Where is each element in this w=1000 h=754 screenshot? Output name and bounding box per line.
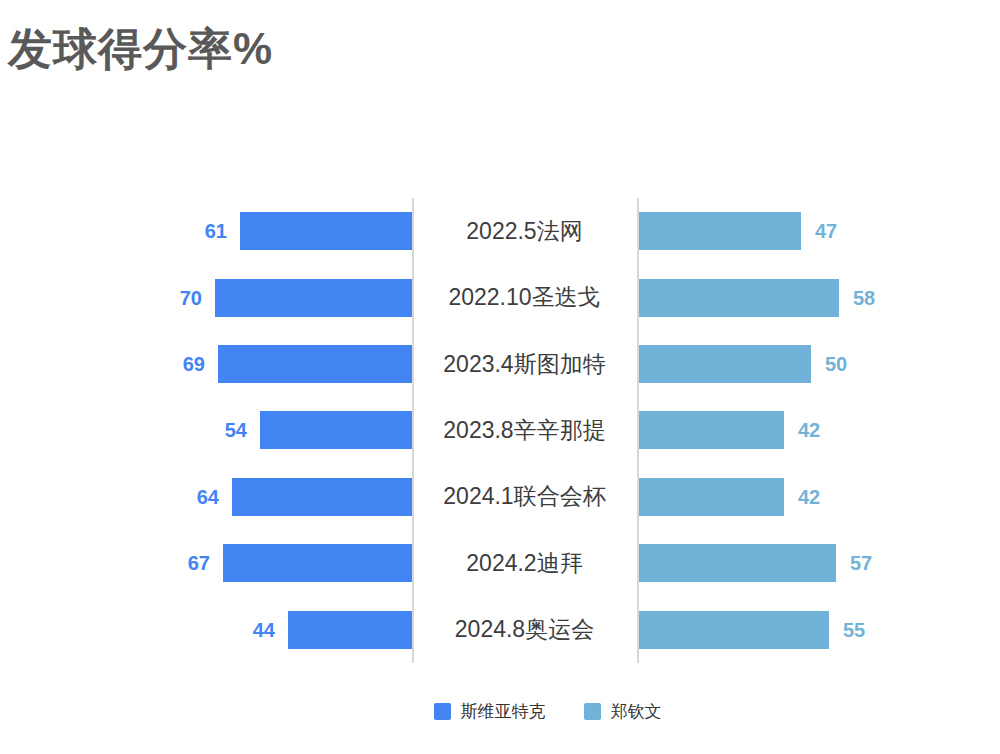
right-value-label: 55 [843, 620, 865, 640]
left-bar-cell: 70 [0, 264, 412, 330]
left-bar [288, 611, 412, 649]
infographic-canvas: 发球得分率% 61 2022.5法网 47 70 2022.10圣迭戈 58 [0, 0, 1000, 754]
right-bar [639, 478, 784, 516]
right-value-label: 58 [853, 288, 875, 308]
legend-item-swiatek: 斯维亚特克 [434, 700, 546, 723]
left-bar-cell: 67 [0, 530, 412, 596]
right-value-label: 42 [798, 420, 820, 440]
category-cell: 2022.10圣迭戈 [412, 264, 637, 330]
chart-row: 67 2024.2迪拜 57 [0, 530, 1000, 596]
left-value-label: 69 [183, 354, 205, 374]
chart-row: 64 2024.1联合会杯 42 [0, 464, 1000, 530]
left-bar-cell: 44 [0, 597, 412, 663]
chart-rows: 61 2022.5法网 47 70 2022.10圣迭戈 58 69 2023 [0, 198, 1000, 663]
chart-row: 54 2023.8辛辛那提 42 [0, 397, 1000, 463]
category-cell: 2024.2迪拜 [412, 530, 637, 596]
right-bar [639, 345, 811, 383]
category-label: 2024.8奥运会 [455, 614, 594, 645]
legend: 斯维亚特克 郑钦文 [0, 700, 1000, 723]
right-bar [639, 611, 829, 649]
legend-swatch-lightblue [584, 703, 601, 720]
left-value-label: 70 [180, 288, 202, 308]
chart-title: 发球得分率% [8, 20, 273, 79]
left-bar-cell: 54 [0, 397, 412, 463]
left-value-label: 54 [225, 420, 247, 440]
category-label: 2022.5法网 [466, 216, 582, 247]
right-value-label: 47 [815, 221, 837, 241]
bidirectional-bar-chart: 61 2022.5法网 47 70 2022.10圣迭戈 58 69 2023 [0, 198, 1000, 663]
right-bar [639, 212, 801, 250]
category-cell: 2023.8辛辛那提 [412, 397, 637, 463]
right-value-label: 57 [850, 553, 872, 573]
category-cell: 2023.4斯图加特 [412, 331, 637, 397]
left-value-label: 64 [197, 487, 219, 507]
category-label: 2023.4斯图加特 [443, 349, 605, 380]
right-bar-cell: 55 [637, 597, 1000, 663]
left-bar [240, 212, 412, 250]
category-cell: 2024.8奥运会 [412, 597, 637, 663]
right-bar [639, 544, 836, 582]
right-value-label: 50 [825, 354, 847, 374]
left-bar-cell: 64 [0, 464, 412, 530]
right-bar-cell: 50 [637, 331, 1000, 397]
right-bar-cell: 42 [637, 464, 1000, 530]
right-bar-cell: 57 [637, 530, 1000, 596]
left-bar-cell: 61 [0, 198, 412, 264]
legend-label: 郑钦文 [611, 700, 662, 723]
legend-swatch-blue [434, 703, 451, 720]
category-label: 2023.8辛辛那提 [443, 415, 605, 446]
category-cell: 2024.1联合会杯 [412, 464, 637, 530]
chart-row: 70 2022.10圣迭戈 58 [0, 264, 1000, 330]
left-value-label: 61 [205, 221, 227, 241]
chart-row: 61 2022.5法网 47 [0, 198, 1000, 264]
left-bar [218, 345, 412, 383]
left-value-label: 44 [253, 620, 275, 640]
legend-label: 斯维亚特克 [461, 700, 546, 723]
right-bar [639, 279, 839, 317]
left-bar [232, 478, 412, 516]
right-bar [639, 411, 784, 449]
right-bar-cell: 42 [637, 397, 1000, 463]
right-bar-cell: 58 [637, 264, 1000, 330]
left-bar-cell: 69 [0, 331, 412, 397]
right-bar-cell: 47 [637, 198, 1000, 264]
category-label: 2024.2迪拜 [466, 548, 582, 579]
right-value-label: 42 [798, 487, 820, 507]
chart-row: 44 2024.8奥运会 55 [0, 597, 1000, 663]
left-value-label: 67 [188, 553, 210, 573]
left-bar [215, 279, 412, 317]
chart-row: 69 2023.4斯图加特 50 [0, 331, 1000, 397]
left-bar [260, 411, 412, 449]
category-cell: 2022.5法网 [412, 198, 637, 264]
legend-item-zheng: 郑钦文 [584, 700, 662, 723]
category-label: 2022.10圣迭戈 [448, 282, 600, 313]
left-bar [223, 544, 412, 582]
category-label: 2024.1联合会杯 [443, 481, 605, 512]
